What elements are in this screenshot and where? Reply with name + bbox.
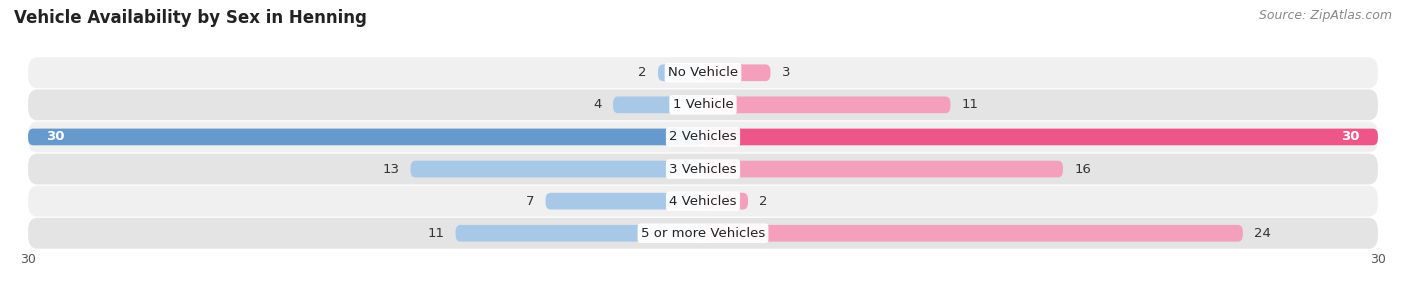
FancyBboxPatch shape bbox=[703, 64, 770, 81]
Text: 1 Vehicle: 1 Vehicle bbox=[672, 98, 734, 111]
Text: 4 Vehicles: 4 Vehicles bbox=[669, 195, 737, 208]
Text: 30: 30 bbox=[46, 130, 65, 144]
Text: 3 Vehicles: 3 Vehicles bbox=[669, 162, 737, 176]
FancyBboxPatch shape bbox=[456, 225, 703, 242]
Text: Vehicle Availability by Sex in Henning: Vehicle Availability by Sex in Henning bbox=[14, 9, 367, 27]
Text: 16: 16 bbox=[1074, 162, 1091, 176]
FancyBboxPatch shape bbox=[658, 64, 703, 81]
FancyBboxPatch shape bbox=[546, 193, 703, 210]
FancyBboxPatch shape bbox=[28, 154, 1378, 185]
Text: 2 Vehicles: 2 Vehicles bbox=[669, 130, 737, 144]
Text: 4: 4 bbox=[593, 98, 602, 111]
Text: 11: 11 bbox=[962, 98, 979, 111]
Text: 2: 2 bbox=[759, 195, 768, 208]
FancyBboxPatch shape bbox=[28, 89, 1378, 120]
Text: Source: ZipAtlas.com: Source: ZipAtlas.com bbox=[1258, 9, 1392, 22]
Text: 5 or more Vehicles: 5 or more Vehicles bbox=[641, 227, 765, 240]
FancyBboxPatch shape bbox=[703, 96, 950, 113]
Text: No Vehicle: No Vehicle bbox=[668, 66, 738, 79]
FancyBboxPatch shape bbox=[703, 225, 1243, 242]
Text: 3: 3 bbox=[782, 66, 790, 79]
Text: 11: 11 bbox=[427, 227, 444, 240]
Text: 13: 13 bbox=[382, 162, 399, 176]
FancyBboxPatch shape bbox=[28, 121, 1378, 152]
Text: 30: 30 bbox=[20, 253, 37, 266]
Text: 30: 30 bbox=[1341, 130, 1360, 144]
FancyBboxPatch shape bbox=[28, 218, 1378, 249]
FancyBboxPatch shape bbox=[411, 161, 703, 177]
FancyBboxPatch shape bbox=[28, 57, 1378, 88]
Text: 2: 2 bbox=[638, 66, 647, 79]
FancyBboxPatch shape bbox=[613, 96, 703, 113]
FancyBboxPatch shape bbox=[28, 129, 703, 145]
Text: 7: 7 bbox=[526, 195, 534, 208]
Text: 30: 30 bbox=[1369, 253, 1386, 266]
FancyBboxPatch shape bbox=[703, 161, 1063, 177]
FancyBboxPatch shape bbox=[28, 186, 1378, 217]
Text: 24: 24 bbox=[1254, 227, 1271, 240]
FancyBboxPatch shape bbox=[703, 129, 1378, 145]
FancyBboxPatch shape bbox=[703, 193, 748, 210]
